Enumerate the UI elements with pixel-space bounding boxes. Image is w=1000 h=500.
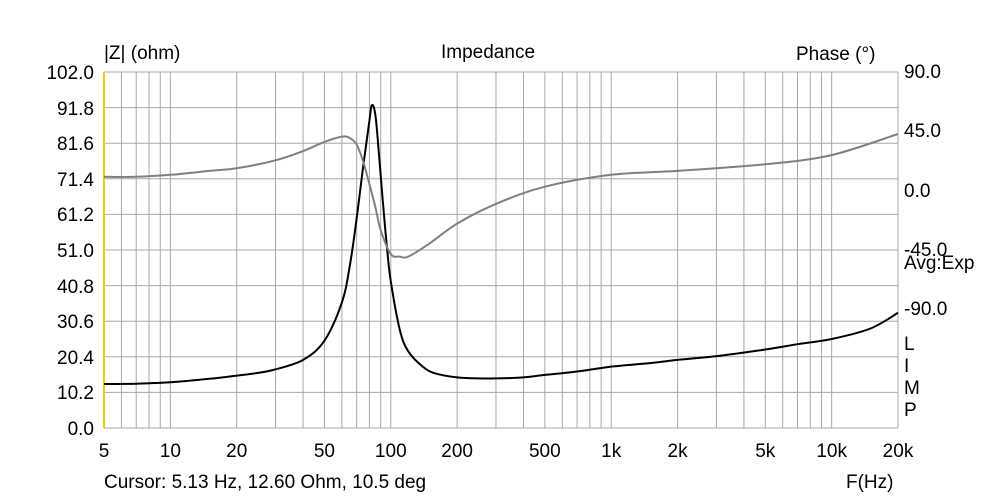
y-tick-label: 91.8 (57, 98, 94, 120)
x-tick-label: 10k (816, 441, 847, 462)
x-tick-label: 2k (667, 441, 688, 462)
side-label-l: L (904, 334, 915, 355)
right-axis-label: Phase (°) (796, 44, 876, 65)
side-label-i: I (904, 356, 910, 377)
x-tick-label: 500 (528, 441, 561, 462)
impedance-curve (103, 103, 899, 385)
y-tick-label: 40.8 (57, 276, 94, 298)
avg-mode-label: Avg:Exp (904, 253, 975, 274)
x-tick-label: 20 (226, 441, 248, 462)
x-tick-label: 20k (882, 441, 914, 462)
chart-title: Impedance (441, 42, 536, 63)
x-tick-label: 10 (159, 441, 181, 462)
y-tick-label: 51.0 (57, 241, 94, 262)
side-label-m: M (904, 378, 920, 399)
y2-tick-label: -90.0 (904, 299, 948, 321)
x-tick-label: 50 (313, 441, 335, 462)
y-tick-label: 10.2 (57, 383, 94, 405)
y-tick-label: 81.6 (57, 134, 94, 156)
y2-tick-label: 0.0 (904, 180, 931, 202)
x-tick-label: 5 (98, 441, 110, 462)
cursor-readout: Cursor: 5.13 Hz, 12.60 Ohm, 10.5 deg (104, 472, 427, 493)
phase-curve (103, 133, 899, 259)
x-tick-label: 200 (441, 441, 473, 462)
y-tick-label: 0.0 (67, 419, 94, 440)
x-tick-label: 1k (601, 441, 622, 462)
x-tick-label: 100 (374, 441, 407, 462)
y-tick-label: 102.0 (46, 63, 94, 84)
x-axis-label: F(Hz) (846, 472, 894, 493)
y-tick-label: 20.4 (57, 347, 94, 369)
left-axis-label: |Z| (ohm) (104, 43, 181, 64)
y2-tick-label: 90.0 (904, 62, 941, 83)
y2-tick-label: -45.0 (904, 240, 948, 261)
y-tick-label: 30.6 (57, 312, 94, 334)
y-tick-label: 61.2 (57, 205, 94, 227)
x-tick-label: 5k (755, 441, 776, 462)
y-tick-label: 71.4 (57, 169, 94, 191)
y2-tick-label: 45.0 (904, 121, 941, 143)
side-label-p: P (904, 400, 917, 421)
